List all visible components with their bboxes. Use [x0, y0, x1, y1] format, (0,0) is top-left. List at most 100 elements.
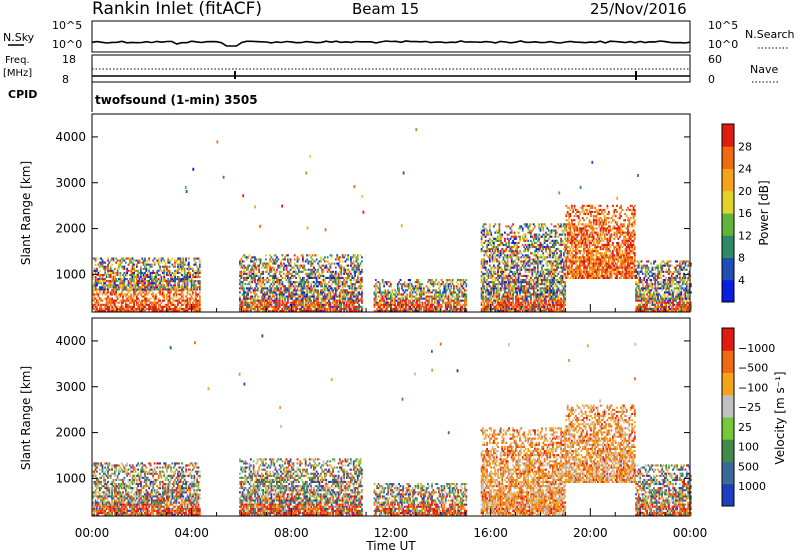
range-gate-cell: [266, 270, 269, 273]
range-gate-cell: [373, 299, 376, 302]
range-gate-cell: [141, 305, 144, 308]
range-gate-cell: [289, 285, 292, 288]
range-gate-cell: [373, 309, 376, 312]
range-gate-cell: [502, 305, 505, 308]
range-gate-cell: [160, 257, 163, 260]
range-gate-cell: [535, 246, 538, 249]
range-gate-cell: [116, 284, 119, 287]
range-gate-cell: [488, 248, 491, 251]
range-gate-cell: [183, 263, 186, 266]
range-gate-cell: [495, 237, 498, 240]
range-gate-cell: [292, 301, 295, 304]
range-gate-cell: [108, 309, 111, 312]
range-gate-cell: [296, 260, 299, 263]
range-gate-cell: [444, 293, 447, 296]
range-gate-cell: [302, 305, 304, 308]
range-gate-cell: [252, 260, 255, 263]
range-gate-cell: [504, 266, 506, 269]
range-gate-cell: [161, 305, 164, 308]
range-gate-cell: [270, 297, 273, 300]
range-gate-cell: [416, 289, 418, 292]
range-gate-cell: [341, 295, 344, 298]
range-gate-cell: [245, 266, 248, 269]
range-gate-cell: [490, 299, 493, 302]
range-gate-cell: [484, 239, 487, 242]
range-gate-cell: [354, 309, 356, 312]
range-gate-cell: [175, 295, 178, 298]
range-gate-cell: [280, 264, 282, 267]
range-gate-cell: [455, 295, 458, 298]
range-gate-cell: [292, 281, 295, 284]
range-gate-cell: [509, 274, 512, 277]
range-gate-cell: [146, 274, 149, 277]
range-gate-cell: [334, 279, 337, 282]
range-gate-cell: [288, 307, 291, 310]
range-gate-cell: [459, 279, 462, 282]
range-gate-cell: [329, 305, 332, 308]
range-gate-cell: [336, 276, 339, 279]
range-gate-cell: [186, 274, 189, 277]
range-gate-cell: [515, 237, 517, 240]
range-gate-cell: [553, 268, 556, 271]
range-gate-cell: [546, 295, 549, 298]
range-gate-cell: [414, 291, 417, 294]
range-gate-cell: [239, 291, 241, 294]
range-gate-cell: [457, 279, 459, 282]
range-gate-cell: [395, 307, 398, 310]
range-gate-cell: [140, 271, 142, 274]
range-gate-cell: [524, 266, 527, 269]
range-gate-cell: [527, 268, 530, 271]
range-gate-cell: [379, 305, 381, 308]
range-gate-cell: [538, 307, 541, 310]
range-gate-cell: [284, 258, 286, 261]
range-gate-cell: [311, 305, 314, 308]
range-gate-cell: [325, 295, 328, 298]
range-gate-cell: [109, 259, 112, 262]
range-gate-cell: [532, 243, 535, 246]
range-gate-cell: [549, 235, 551, 238]
range-gate-cell: [508, 241, 510, 244]
range-gate-cell: [269, 291, 271, 294]
range-gate-cell: [504, 285, 506, 288]
range-gate-cell: [122, 297, 124, 300]
range-gate-cell: [135, 263, 138, 266]
range-gate-cell: [260, 291, 263, 294]
range-gate-cell: [345, 303, 348, 306]
range-gate-cell: [307, 279, 310, 282]
range-gate-cell: [480, 270, 483, 273]
range-gate-cell: [484, 227, 487, 230]
range-gate-cell: [269, 289, 271, 292]
range-gate-cell: [198, 305, 201, 308]
range-gate-cell: [506, 309, 509, 312]
range-gate-cell: [187, 288, 190, 291]
range-gate-cell: [239, 264, 241, 267]
range-gate-cell: [508, 274, 510, 277]
range-gate-cell: [516, 291, 519, 294]
range-gate-cell: [185, 309, 187, 312]
range-gate-cell: [109, 267, 112, 270]
range-gate-cell: [135, 269, 138, 272]
range-gate-cell: [319, 309, 322, 312]
range-gate-cell: [394, 297, 396, 300]
range-gate-cell: [177, 301, 179, 304]
range-gate-cell: [153, 307, 156, 310]
range-gate-cell: [285, 303, 288, 306]
range-gate-cell: [444, 285, 447, 288]
range-gate-cell: [284, 305, 286, 308]
range-gate-cell: [328, 291, 330, 294]
range-gate-cell: [521, 307, 524, 310]
range-gate-cell: [491, 248, 494, 251]
range-gate-cell: [149, 305, 152, 308]
range-gate-cell: [96, 257, 98, 260]
range-gate-cell: [447, 287, 450, 290]
range-gate-cell: [153, 263, 156, 266]
range-gate-cell: [464, 299, 466, 302]
range-gate-cell: [547, 287, 550, 290]
range-gate-cell: [465, 301, 468, 304]
range-gate-cell: [494, 293, 497, 296]
range-gate-cell: [462, 291, 465, 294]
range-gate-cell: [532, 260, 535, 263]
range-gate-cell: [506, 264, 509, 267]
range-gate-cell: [524, 299, 527, 302]
range-gate-cell: [177, 257, 179, 260]
